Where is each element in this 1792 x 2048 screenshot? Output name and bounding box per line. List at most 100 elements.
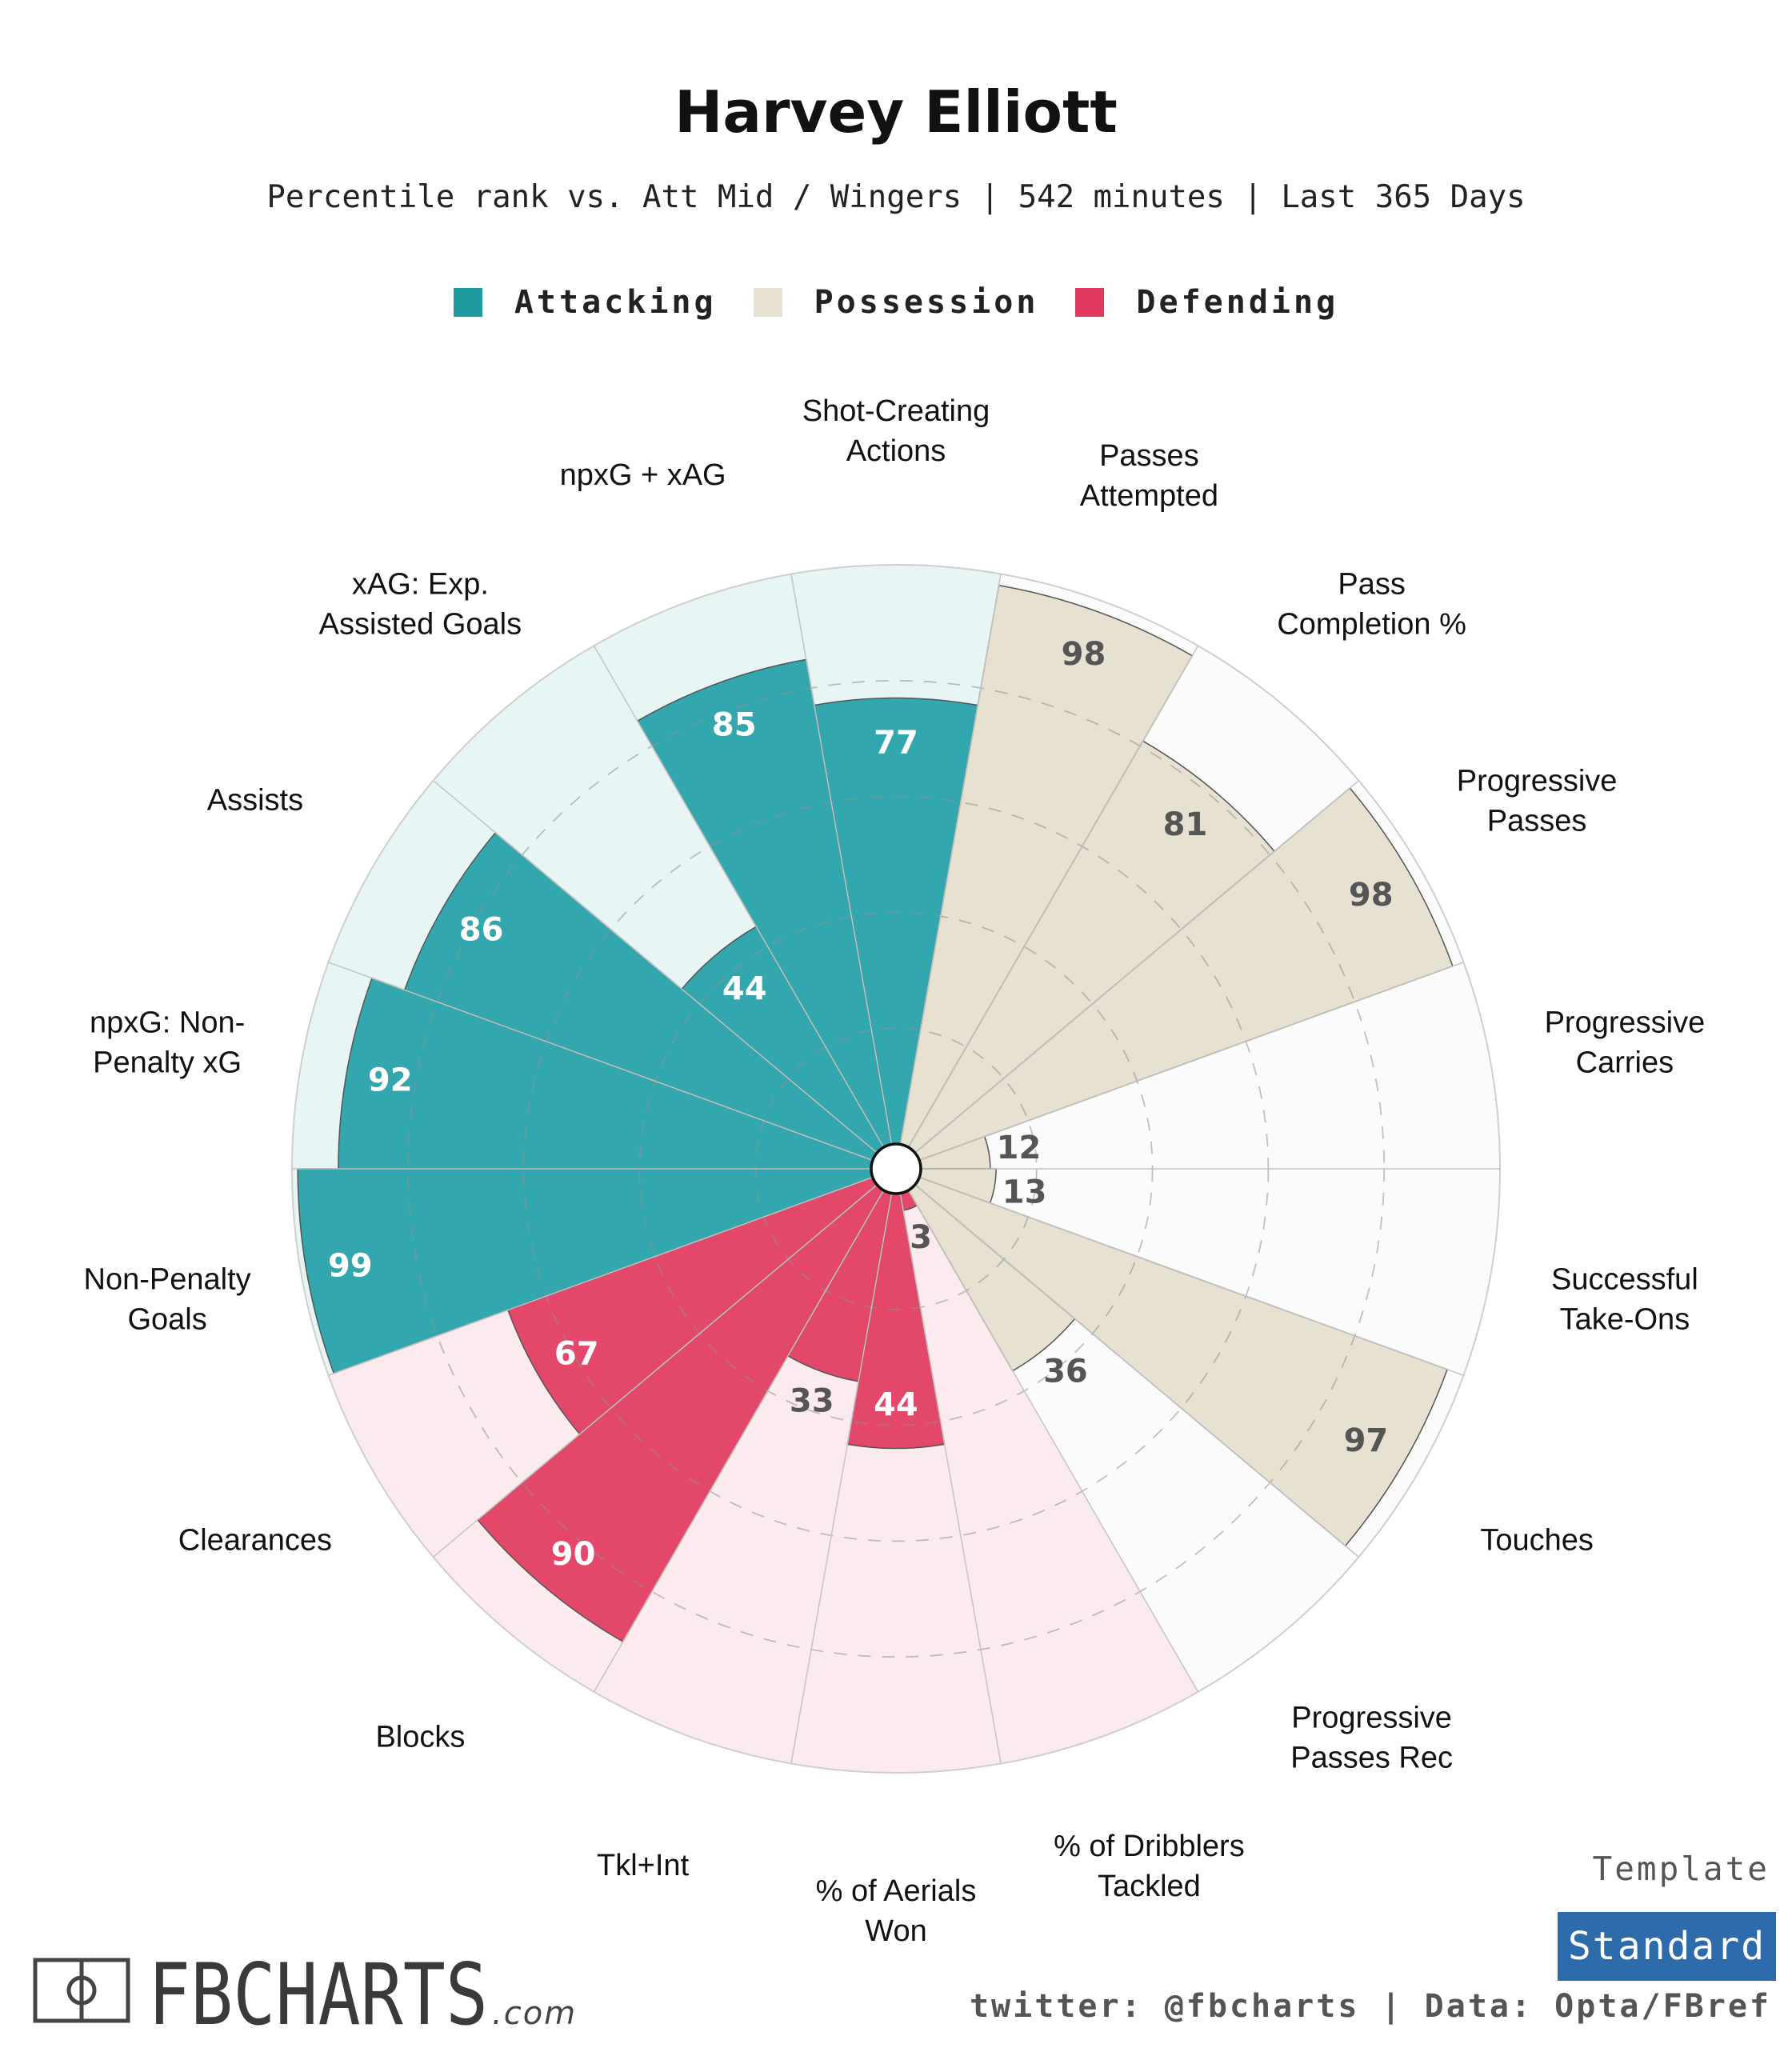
category-label-line: Shot-Creating bbox=[802, 394, 990, 428]
value-label-6: 97 bbox=[1344, 1422, 1389, 1459]
outer-arc-11 bbox=[432, 1556, 594, 1693]
fbcharts-logo: FBCHARTS .com bbox=[33, 1946, 575, 2032]
category-label-line: % of Dribblers bbox=[1054, 1830, 1245, 1863]
divider-8 bbox=[895, 1168, 1199, 1693]
divider-0 bbox=[790, 574, 897, 1170]
category-label-5: Successful Take-Ons bbox=[1551, 1263, 1698, 1337]
value-label-9: 44 bbox=[874, 1387, 918, 1424]
category-label-line: xAG: Exp. bbox=[352, 567, 489, 601]
value-label-15: 86 bbox=[459, 912, 504, 949]
category-label-6: Touches bbox=[1480, 1524, 1594, 1558]
value-label-16: 44 bbox=[722, 970, 767, 1007]
divider-4 bbox=[895, 962, 1464, 1170]
outer-arc-9 bbox=[790, 1762, 1002, 1774]
category-label-line: npxG + xAG bbox=[560, 458, 726, 492]
category-label-line: Penalty xG bbox=[93, 1046, 242, 1079]
legend-item-defending: Defending bbox=[1075, 284, 1338, 321]
category-labels: Shot-Creating Actions Passes Attempted Pass C… bbox=[84, 394, 1706, 1948]
category-label-line: Successful bbox=[1551, 1263, 1698, 1297]
divider-11 bbox=[593, 1168, 897, 1693]
bar-0 bbox=[813, 697, 979, 1170]
category-label-line: Assisted Goals bbox=[319, 607, 522, 641]
sector-bg-9 bbox=[790, 1169, 1002, 1773]
category-label-8: % of Dribblers Tackled bbox=[1054, 1830, 1245, 1903]
value-label-7: 36 bbox=[1043, 1354, 1088, 1390]
value-label-11: 90 bbox=[551, 1536, 596, 1573]
template-badge: Standard bbox=[1558, 1912, 1776, 1981]
value-label-13: 99 bbox=[328, 1247, 373, 1284]
divider-17 bbox=[593, 645, 897, 1170]
category-label-7: Progressive Passes Rec bbox=[1290, 1702, 1453, 1775]
divider-6 bbox=[895, 1168, 1464, 1376]
category-label-line: Passes bbox=[1487, 805, 1587, 838]
outer-arc-0 bbox=[790, 564, 1002, 575]
category-label-line: Tkl+Int bbox=[597, 1849, 690, 1882]
chart-subtitle: Percentile rank vs. Att Mid / Wingers | … bbox=[266, 179, 1526, 215]
value-label-12: 67 bbox=[554, 1336, 599, 1373]
bar-1 bbox=[895, 584, 1194, 1170]
outer-arc-14 bbox=[291, 962, 330, 1170]
value-labels: 77 98 81 98 12 13 97 36 3 44 33 90 67 99 92 86 44 85 bbox=[328, 636, 1394, 1573]
legend-swatch-possession bbox=[753, 288, 782, 317]
bar-14 bbox=[338, 977, 897, 1170]
outer-arc-5 bbox=[1462, 1168, 1501, 1376]
category-label-14: npxG: Non- Penalty xG bbox=[90, 1006, 245, 1079]
template-label: Template bbox=[1592, 1850, 1770, 1888]
outer-arc-8 bbox=[1000, 1690, 1198, 1765]
bar-17 bbox=[636, 658, 897, 1170]
category-label-line: Tackled bbox=[1098, 1870, 1201, 1903]
outer-arc-10 bbox=[594, 1690, 792, 1765]
category-label-line: Clearances bbox=[178, 1524, 332, 1558]
bar-12 bbox=[507, 1168, 897, 1435]
data-credit: twitter: @fbcharts | Data: Opta/FBref bbox=[969, 1988, 1771, 2025]
outer-arc-4 bbox=[1462, 962, 1501, 1170]
category-label-line: % of Aerials bbox=[816, 1874, 977, 1908]
value-label-2: 81 bbox=[1163, 806, 1208, 843]
sector-bg-4 bbox=[896, 962, 1500, 1169]
legend-label-possession: Possession bbox=[814, 284, 1039, 321]
legend-label-attacking: Attacking bbox=[514, 284, 717, 321]
category-label-0: Shot-Creating Actions bbox=[802, 394, 990, 468]
legend-swatch-attacking bbox=[453, 288, 482, 317]
category-label-line: Non-Penalty bbox=[84, 1263, 251, 1297]
category-label-4: Progressive Carries bbox=[1545, 1006, 1706, 1079]
category-label-9: % of Aerials Won bbox=[816, 1874, 977, 1948]
category-label-line: npxG: Non- bbox=[90, 1006, 245, 1039]
category-label-17: npxG + xAG bbox=[560, 458, 726, 492]
category-label-12: Clearances bbox=[178, 1524, 332, 1558]
category-label-11: Blocks bbox=[375, 1721, 465, 1754]
category-label-line: Assists bbox=[207, 784, 303, 818]
value-label-14: 92 bbox=[368, 1062, 413, 1099]
outer-arc-17 bbox=[594, 573, 792, 647]
category-label-line: Progressive bbox=[1545, 1006, 1706, 1039]
logo-text: FBCHARTS bbox=[148, 1946, 488, 2032]
category-label-15: Assists bbox=[207, 784, 303, 818]
value-label-5: 13 bbox=[1002, 1174, 1047, 1210]
bar-15 bbox=[403, 831, 897, 1170]
divider-13 bbox=[328, 1168, 897, 1376]
outer-arc-13 bbox=[291, 1168, 330, 1376]
bar-11 bbox=[477, 1168, 897, 1643]
outer-arc-3 bbox=[1358, 780, 1465, 963]
sector-bg-5 bbox=[896, 1169, 1500, 1376]
sector-bars bbox=[297, 584, 1454, 1643]
divider-16 bbox=[433, 780, 897, 1170]
category-label-line: Progressive bbox=[1291, 1702, 1452, 1735]
value-label-10: 33 bbox=[790, 1382, 834, 1419]
outer-arc-6 bbox=[1358, 1374, 1465, 1558]
category-label-line: Attempted bbox=[1080, 479, 1218, 513]
legend: Attacking Possession Defending bbox=[0, 284, 1792, 321]
sector-bg-8 bbox=[896, 1169, 1198, 1764]
category-label-line: Blocks bbox=[375, 1721, 465, 1754]
divider-7 bbox=[895, 1168, 1359, 1558]
category-label-line: Touches bbox=[1480, 1524, 1594, 1558]
category-label-line: Take-Ons bbox=[1560, 1303, 1690, 1337]
bar-6 bbox=[895, 1168, 1449, 1547]
outer-arc-2 bbox=[1198, 645, 1360, 782]
category-label-line: Progressive bbox=[1457, 765, 1618, 798]
value-label-0: 77 bbox=[874, 725, 918, 762]
divider-15 bbox=[328, 962, 897, 1170]
category-label-1: Passes Attempted bbox=[1080, 439, 1218, 513]
bar-3 bbox=[895, 786, 1454, 1170]
outer-arc-1 bbox=[1000, 573, 1198, 647]
